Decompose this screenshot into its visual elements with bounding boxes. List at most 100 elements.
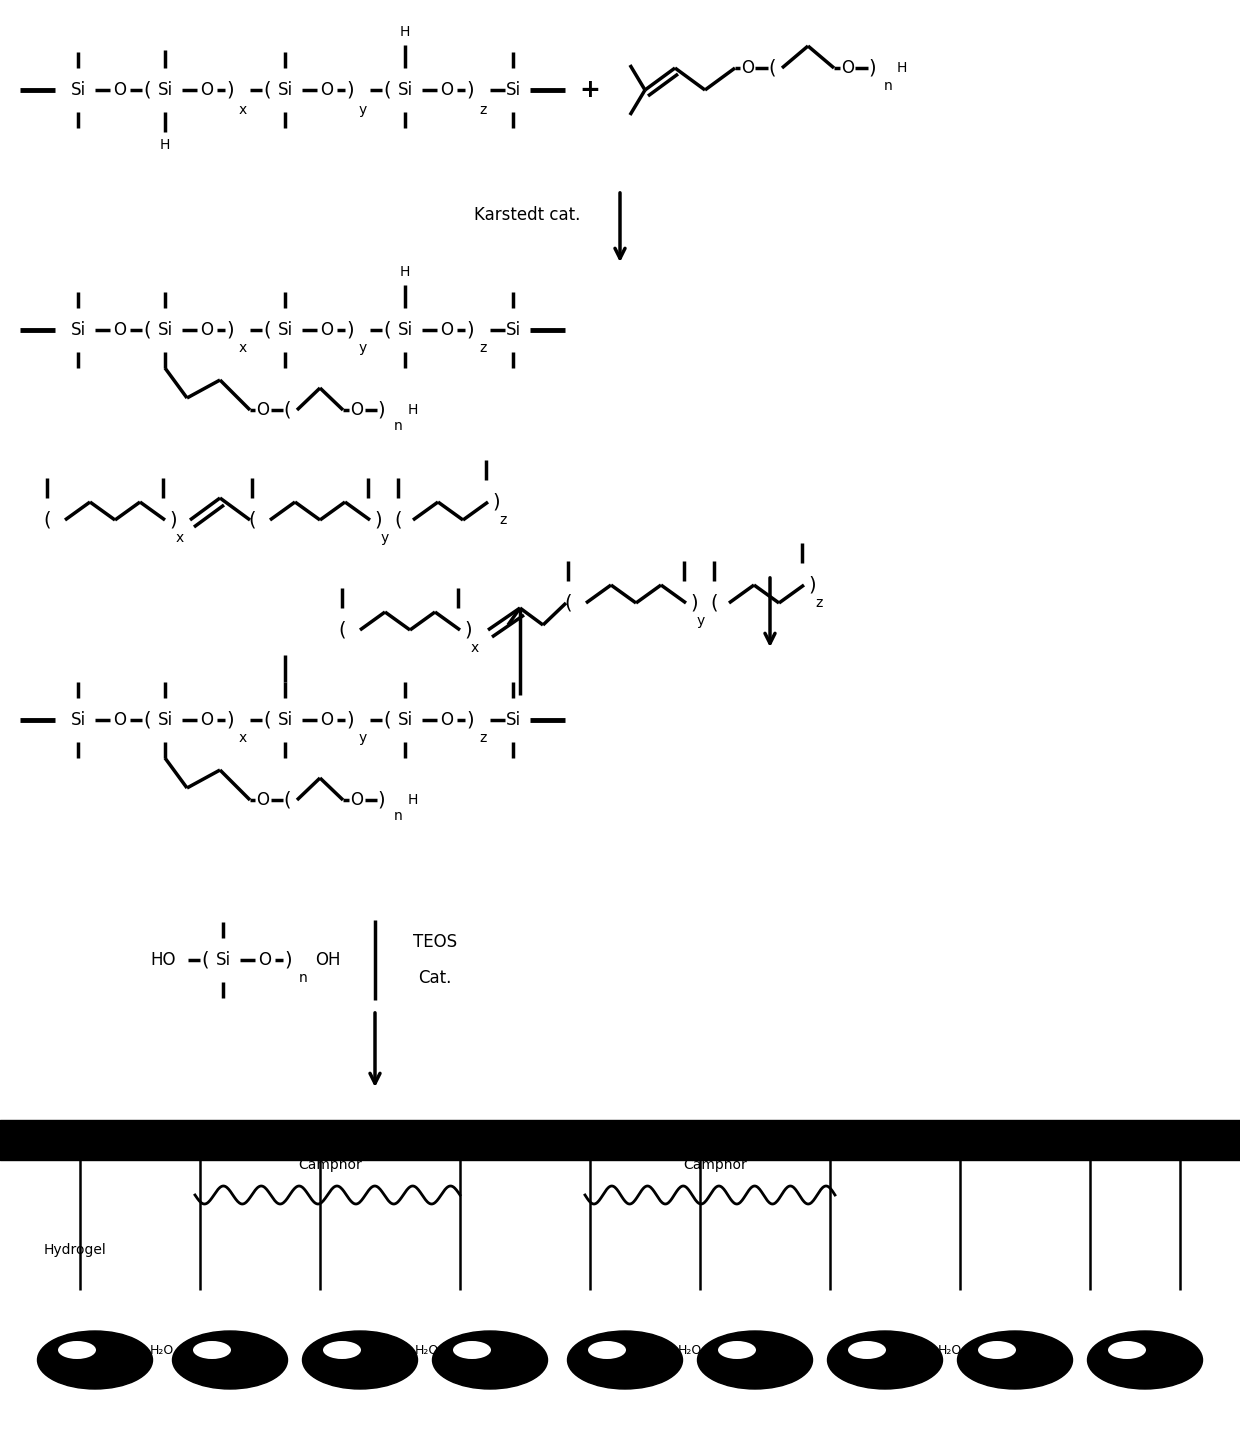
Text: ): ): [464, 621, 471, 640]
Ellipse shape: [1087, 1331, 1203, 1389]
Text: O: O: [114, 81, 126, 100]
Ellipse shape: [827, 1331, 942, 1389]
Text: z: z: [480, 341, 486, 355]
Text: O: O: [842, 59, 854, 77]
Text: (: (: [248, 511, 255, 530]
Text: Si: Si: [157, 710, 172, 729]
Ellipse shape: [848, 1341, 887, 1359]
Text: z: z: [480, 731, 486, 745]
Text: Si: Si: [506, 321, 521, 339]
Text: (: (: [263, 710, 270, 729]
Ellipse shape: [453, 1341, 491, 1359]
Text: O: O: [320, 81, 334, 100]
Text: O: O: [258, 952, 272, 969]
Text: O: O: [257, 791, 269, 809]
Text: (: (: [144, 321, 151, 339]
Ellipse shape: [957, 1331, 1073, 1389]
Text: ): ): [691, 593, 698, 612]
Text: O: O: [440, 710, 454, 729]
Text: n: n: [299, 970, 308, 985]
Ellipse shape: [1109, 1341, 1146, 1359]
Text: n: n: [393, 809, 402, 823]
Text: Si: Si: [157, 81, 172, 100]
Text: (: (: [43, 511, 51, 530]
Text: O: O: [257, 401, 269, 419]
Text: Camphor: Camphor: [683, 1158, 746, 1173]
Text: O: O: [320, 321, 334, 339]
Text: O: O: [201, 710, 213, 729]
Text: (: (: [144, 81, 151, 100]
Text: (: (: [263, 321, 270, 339]
Text: O: O: [440, 81, 454, 100]
Text: Si: Si: [278, 81, 293, 100]
Text: H₂O: H₂O: [415, 1343, 439, 1356]
Text: H: H: [408, 793, 418, 807]
Text: ): ): [808, 576, 816, 595]
Text: (: (: [383, 321, 391, 339]
Text: (: (: [564, 593, 572, 612]
Text: x: x: [471, 641, 479, 656]
Text: O: O: [351, 401, 363, 419]
Text: n: n: [884, 79, 893, 92]
Text: Camphor: Camphor: [298, 1158, 362, 1173]
Text: x: x: [239, 341, 247, 355]
Text: ): ): [377, 790, 384, 810]
Text: (: (: [263, 81, 270, 100]
Text: Si: Si: [398, 321, 413, 339]
Text: y: y: [358, 103, 367, 117]
Ellipse shape: [172, 1331, 288, 1389]
Text: H₂O: H₂O: [678, 1343, 702, 1356]
Ellipse shape: [303, 1331, 418, 1389]
Text: ): ): [346, 321, 353, 339]
Text: Cat.: Cat.: [418, 969, 451, 988]
Ellipse shape: [978, 1341, 1016, 1359]
Text: H: H: [160, 139, 170, 152]
Ellipse shape: [433, 1331, 548, 1389]
Text: ): ): [377, 400, 384, 420]
Text: (: (: [383, 81, 391, 100]
Ellipse shape: [37, 1331, 153, 1389]
Text: O: O: [440, 321, 454, 339]
Text: x: x: [239, 103, 247, 117]
Ellipse shape: [568, 1331, 682, 1389]
Text: Hydrogel: Hydrogel: [43, 1243, 107, 1256]
Ellipse shape: [697, 1331, 812, 1389]
Text: OH: OH: [315, 952, 341, 969]
Ellipse shape: [58, 1341, 95, 1359]
Text: ): ): [492, 492, 500, 511]
Text: O: O: [742, 59, 754, 77]
Ellipse shape: [718, 1341, 756, 1359]
Text: (: (: [201, 950, 208, 969]
Text: O: O: [201, 321, 213, 339]
Text: (: (: [144, 710, 151, 729]
Text: z: z: [500, 513, 507, 527]
Text: n: n: [393, 419, 402, 433]
Text: Karstedt cat.: Karstedt cat.: [474, 206, 580, 224]
Text: Si: Si: [216, 952, 231, 969]
Text: (: (: [394, 511, 402, 530]
Text: (: (: [339, 621, 346, 640]
Text: x: x: [176, 531, 184, 544]
Text: ): ): [346, 710, 353, 729]
Text: (: (: [383, 710, 391, 729]
Text: y: y: [381, 531, 389, 544]
Text: H: H: [399, 266, 410, 279]
Text: y: y: [358, 731, 367, 745]
Text: H: H: [399, 25, 410, 39]
Text: Si: Si: [278, 321, 293, 339]
Text: O: O: [201, 81, 213, 100]
Text: TEOS: TEOS: [413, 933, 458, 952]
Text: z: z: [816, 596, 822, 609]
Text: Si: Si: [398, 81, 413, 100]
Text: ): ): [868, 59, 875, 78]
Text: ): ): [226, 81, 234, 100]
Text: Si: Si: [157, 321, 172, 339]
Text: ): ): [226, 321, 234, 339]
Text: (: (: [283, 400, 290, 420]
Text: Si: Si: [278, 710, 293, 729]
Text: H: H: [408, 403, 418, 417]
Text: HO: HO: [150, 952, 176, 969]
Text: ): ): [169, 511, 177, 530]
Text: (: (: [769, 59, 776, 78]
Text: Si: Si: [506, 81, 521, 100]
